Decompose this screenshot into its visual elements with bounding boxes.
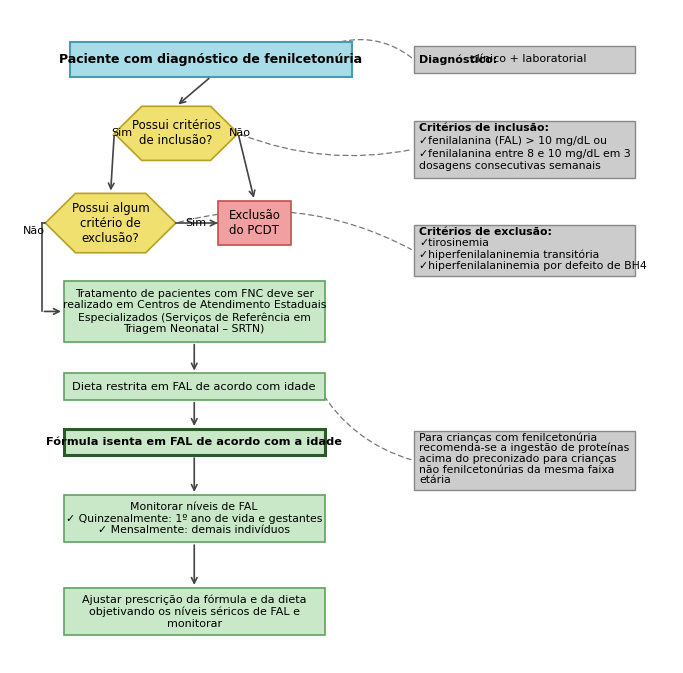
Text: Tratamento de pacientes com FNC deve ser
realizado em Centros de Atendimento Est: Tratamento de pacientes com FNC deve ser… <box>63 289 326 334</box>
Text: Sim: Sim <box>111 129 133 139</box>
FancyBboxPatch shape <box>64 588 324 635</box>
FancyBboxPatch shape <box>218 201 291 246</box>
Text: Exclusão
do PCDT: Exclusão do PCDT <box>229 209 281 237</box>
Text: Possui algum
critério de
exclusão?: Possui algum critério de exclusão? <box>72 201 150 244</box>
Polygon shape <box>114 106 238 160</box>
Text: Paciente com diagnóstico de fenilcetonúria: Paciente com diagnóstico de fenilcetonúr… <box>59 53 363 66</box>
Text: Possui critérios
de inclusão?: Possui critérios de inclusão? <box>132 119 221 147</box>
Text: ✓hiperfenilalaninemia por defeito de BH4: ✓hiperfenilalaninemia por defeito de BH4 <box>419 261 647 271</box>
Text: ✓fenilalanina entre 8 e 10 mg/dL em 3: ✓fenilalanina entre 8 e 10 mg/dL em 3 <box>419 149 631 159</box>
FancyBboxPatch shape <box>64 374 324 400</box>
FancyBboxPatch shape <box>414 225 635 277</box>
Text: ✓fenilalanina (FAL) > 10 mg/dL ou: ✓fenilalanina (FAL) > 10 mg/dL ou <box>419 136 607 146</box>
Text: Dieta restrita em FAL de acordo com idade: Dieta restrita em FAL de acordo com idad… <box>72 382 316 392</box>
Text: Ajustar prescrição da fórmula e da dieta
objetivando os níveis séricos de FAL e
: Ajustar prescrição da fórmula e da dieta… <box>82 594 307 629</box>
Text: clínico + laboratorial: clínico + laboratorial <box>467 55 587 65</box>
FancyBboxPatch shape <box>414 431 635 490</box>
FancyBboxPatch shape <box>64 495 324 542</box>
Text: Monitorar níveis de FAL
✓ Quinzenalmente: 1º ano de vida e gestantes
✓ Mensalmen: Monitorar níveis de FAL ✓ Quinzenalmente… <box>66 502 322 535</box>
Polygon shape <box>45 193 176 253</box>
Text: ✓hiperfenilalaninemia transitória: ✓hiperfenilalaninemia transitória <box>419 250 600 260</box>
FancyBboxPatch shape <box>414 46 635 73</box>
Text: acima do preconizado para crianças: acima do preconizado para crianças <box>419 454 617 464</box>
Text: Não: Não <box>229 129 251 139</box>
Text: Critérios de inclusão:: Critérios de inclusão: <box>419 123 549 133</box>
Text: não fenilcetonúrias da mesma faixa: não fenilcetonúrias da mesma faixa <box>419 464 615 474</box>
Text: recomenda-se a ingestão de proteínas: recomenda-se a ingestão de proteínas <box>419 443 630 454</box>
Text: ✓tirosinemia: ✓tirosinemia <box>419 238 489 248</box>
Text: Diagnóstico:: Diagnóstico: <box>419 55 497 65</box>
Text: Para crianças com fenilcetonúria: Para crianças com fenilcetonúria <box>419 432 597 443</box>
Text: etária: etária <box>419 475 451 485</box>
Text: Sim: Sim <box>185 218 206 228</box>
Text: Fórmula isenta em FAL de acordo com a idade: Fórmula isenta em FAL de acordo com a id… <box>46 437 342 447</box>
FancyBboxPatch shape <box>70 42 352 77</box>
Text: Não: Não <box>23 226 44 236</box>
FancyBboxPatch shape <box>64 429 324 455</box>
FancyBboxPatch shape <box>414 121 635 178</box>
Text: Critérios de exclusão:: Critérios de exclusão: <box>419 227 552 237</box>
Text: dosagens consecutivas semanais: dosagens consecutivas semanais <box>419 162 601 171</box>
FancyBboxPatch shape <box>64 281 324 342</box>
